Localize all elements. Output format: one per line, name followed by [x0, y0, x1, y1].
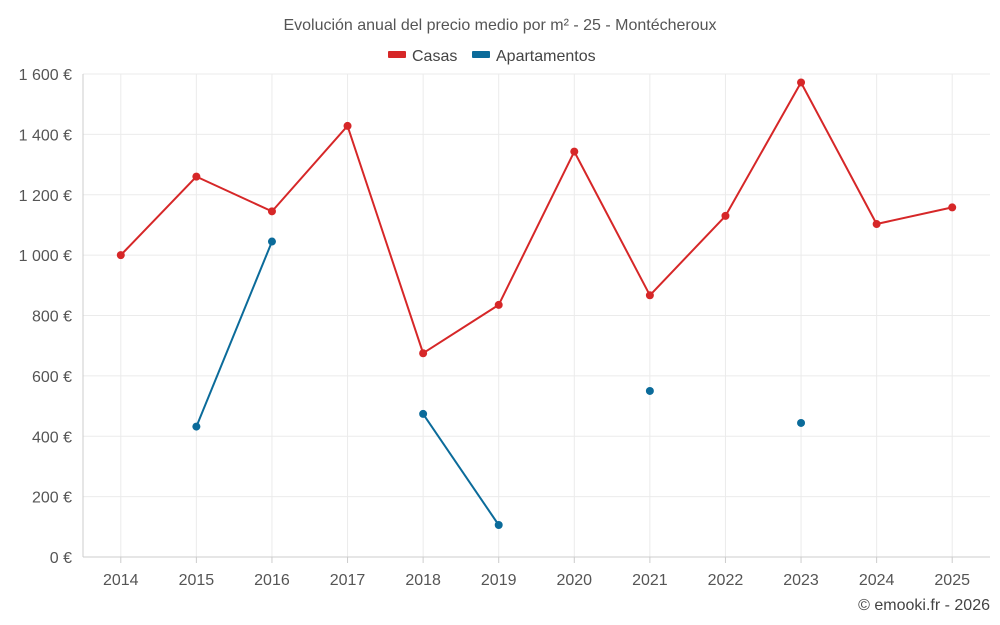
data-point-casas[interactable]: [872, 220, 881, 229]
data-point-casas[interactable]: [721, 211, 730, 220]
x-tick-label: 2022: [708, 572, 744, 589]
y-tick-label: 800 €: [32, 309, 72, 326]
grid: [83, 73, 990, 558]
x-tick-label: 2019: [481, 572, 517, 589]
chart-title: Evolución anual del precio medio por m² …: [283, 17, 716, 34]
y-tick-label: 1 600 €: [19, 67, 72, 84]
y-tick-label: 600 €: [32, 369, 72, 386]
data-point-casas[interactable]: [343, 121, 352, 130]
credit-text: © emooki.fr - 2026: [858, 597, 990, 614]
data-point-apartamentos[interactable]: [419, 409, 428, 418]
series-line-casas: [120, 81, 953, 355]
data-point-apartamentos[interactable]: [797, 418, 806, 427]
y-tick-label: 1 000 €: [19, 248, 72, 265]
data-point-casas[interactable]: [267, 207, 276, 216]
data-point-casas[interactable]: [570, 147, 579, 156]
data-point-casas[interactable]: [797, 78, 806, 87]
legend: Casas Apartamentos: [388, 48, 596, 65]
data-point-casas[interactable]: [192, 172, 201, 181]
legend-swatch-apartamentos: [472, 51, 490, 58]
x-tick-label: 2018: [405, 572, 441, 589]
data-point-casas[interactable]: [116, 251, 125, 260]
x-tick-label: 2015: [179, 572, 215, 589]
legend-swatch-casas: [388, 51, 406, 58]
x-tick-label: 2023: [783, 572, 819, 589]
data-point-apartamentos[interactable]: [494, 521, 503, 530]
x-tick-label: 2017: [330, 572, 366, 589]
x-tick-label: 2020: [556, 572, 592, 589]
y-tick-label: 1 400 €: [19, 127, 72, 144]
data-point-casas[interactable]: [419, 349, 428, 358]
data-point-casas[interactable]: [948, 203, 957, 212]
x-tick-label: 2016: [254, 572, 290, 589]
x-tick-label: 2024: [859, 572, 895, 589]
data-point-casas[interactable]: [494, 300, 503, 309]
legend-label-casas[interactable]: Casas: [412, 48, 457, 65]
data-point-apartamentos[interactable]: [645, 386, 654, 395]
legend-label-apartamentos[interactable]: Apartamentos: [496, 48, 596, 65]
y-tick-label: 200 €: [32, 490, 72, 507]
data-point-apartamentos[interactable]: [267, 237, 276, 246]
y-tick-label: 0 €: [50, 550, 72, 567]
y-tick-label: 1 200 €: [19, 188, 72, 205]
data-point-casas[interactable]: [645, 291, 654, 300]
y-tick-label: 400 €: [32, 429, 72, 446]
axes: 0 € 200 € 400 € 600 € 800 € 1 000 € 1 200 € 1 4…: [19, 67, 990, 589]
series-line-apartamentos: [422, 413, 500, 526]
series: [116, 78, 957, 530]
data-point-apartamentos[interactable]: [192, 422, 201, 431]
x-tick-label: 2014: [103, 572, 139, 589]
series-line-apartamentos: [195, 241, 273, 427]
x-tick-label: 2021: [632, 572, 668, 589]
x-tick-label: 2025: [934, 572, 970, 589]
